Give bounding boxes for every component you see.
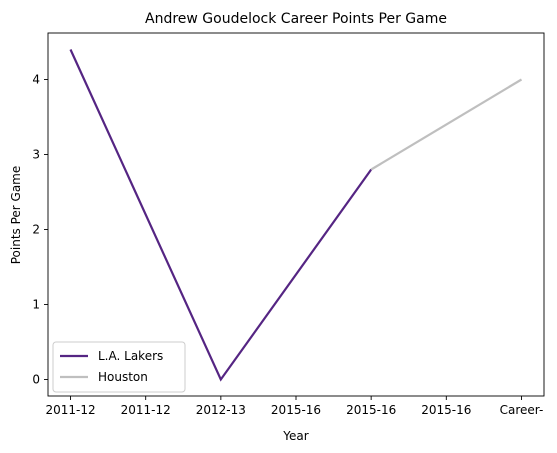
x-tick-label: 2015-16: [271, 403, 321, 417]
series-line-0: [71, 50, 372, 380]
legend-label: Houston: [98, 370, 148, 384]
legend-label: L.A. Lakers: [98, 349, 163, 363]
chart-title: Andrew Goudelock Career Points Per Game: [145, 11, 447, 27]
plot-area: [71, 50, 522, 380]
x-tick-label: 2011-12: [121, 403, 171, 417]
y-tick-label: 1: [32, 298, 40, 312]
x-tick-label: 2015-16: [346, 403, 396, 417]
series-line-1: [371, 80, 521, 170]
x-tick-label: 2011-12: [45, 403, 95, 417]
y-tick-label: 4: [32, 73, 40, 87]
y-axis-label: Points Per Game: [9, 166, 23, 265]
x-tick-label: Career-: [500, 403, 544, 417]
x-tick-label: 2015-16: [421, 403, 471, 417]
x-tick-label: 2012-13: [196, 403, 246, 417]
y-tick-label: 2: [32, 223, 40, 237]
x-axis-label: Year: [282, 429, 308, 443]
legend: L.A. Lakers Houston: [53, 342, 185, 392]
y-tick-label: 3: [32, 148, 40, 162]
y-tick-label: 0: [32, 373, 40, 387]
